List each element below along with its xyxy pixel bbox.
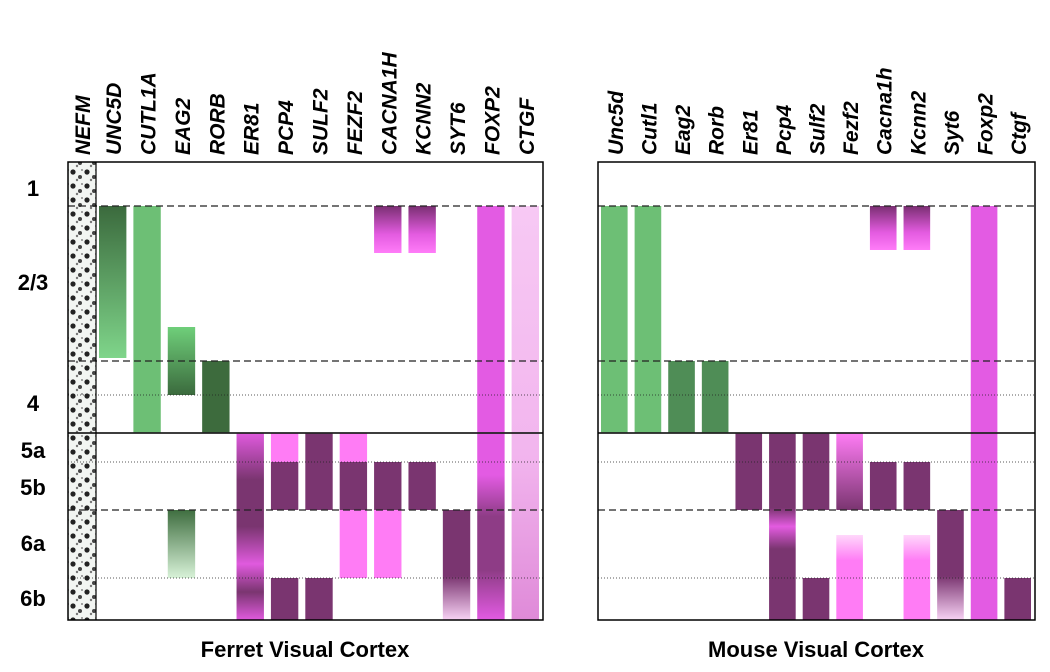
panel-title: Mouse Visual Cortex (708, 637, 925, 662)
expression-bar (305, 578, 333, 620)
expression-bar (701, 361, 729, 433)
expression-bar (668, 361, 695, 433)
expression-bar (339, 433, 368, 462)
expression-bar (634, 206, 662, 433)
frames (67, 161, 1036, 621)
expression-bar (442, 510, 471, 620)
gene-label: Pcp4 (773, 104, 796, 155)
gene-label: CTGF (516, 97, 539, 155)
expression-bar (937, 510, 964, 620)
expression-bar (802, 433, 830, 510)
expression-bar (903, 206, 931, 250)
expression-bar (869, 462, 897, 510)
expression-bar (903, 535, 931, 620)
expression-bar (374, 462, 402, 510)
layer-label: 2/3 (18, 270, 49, 295)
expression-bar (202, 361, 230, 433)
gene-label: PCP4 (275, 100, 298, 155)
gene-label: CUTL1A (138, 72, 161, 155)
gene-label: Foxp2 (975, 93, 998, 155)
gene-label: Syt6 (941, 110, 964, 155)
gene-label: SYT6 (447, 102, 470, 155)
panel-title: Ferret Visual Cortex (201, 637, 410, 662)
expression-bars (68, 162, 1031, 620)
expression-bar (903, 462, 931, 510)
expression-bar (133, 206, 161, 433)
expression-bar (836, 535, 863, 620)
gene-label: SULF2 (310, 88, 333, 155)
gene-label: Er81 (739, 109, 762, 155)
gene-label: CACNA1H (378, 51, 401, 155)
layer-label: 1 (27, 176, 39, 201)
expression-bar (167, 510, 196, 578)
expression-bar (270, 462, 299, 510)
expression-bar (769, 433, 796, 620)
gene-label: Cutl1 (638, 103, 661, 156)
gene-label: KCNN2 (413, 82, 436, 155)
gene-label: UNC5D (103, 83, 126, 155)
gene-label: EAG2 (172, 97, 195, 155)
expression-bar (236, 433, 264, 620)
expression-bar (374, 510, 402, 578)
gene-label: Rorb (706, 106, 729, 155)
expression-bar (869, 206, 897, 250)
expression-bar (408, 206, 436, 253)
gene-label: Sulf2 (807, 103, 830, 155)
gene-label: ER81 (241, 102, 264, 155)
expression-bar (270, 578, 299, 620)
gene-label: FEZF2 (344, 91, 367, 155)
expression-bar (735, 433, 763, 510)
nefm-stain (68, 162, 96, 620)
expression-bar (305, 433, 333, 510)
expression-bar (1004, 578, 1031, 620)
layer-label: 6b (20, 586, 46, 611)
layer-label: 5a (21, 438, 46, 463)
gene-label: Eag2 (672, 104, 695, 155)
expression-bar (511, 206, 539, 620)
panel-frame (67, 161, 544, 621)
expression-bar (601, 206, 628, 433)
gene-label: FOXP2 (481, 86, 504, 155)
gene-label: NEFM (72, 95, 95, 155)
gene-label: Fezf2 (840, 101, 863, 155)
layer-label: 4 (27, 391, 40, 416)
expression-bar (374, 206, 402, 253)
gene-label: Kcnn2 (907, 91, 930, 156)
gene-label: Ctgf (1008, 111, 1031, 155)
gene-label: Cacna1h (874, 67, 897, 155)
layer-label: 5b (20, 475, 46, 500)
gene-label: Unc5d (605, 90, 628, 155)
expression-bar (99, 206, 127, 358)
panel-frame (597, 161, 1036, 621)
expression-bar (970, 206, 998, 620)
expression-bar (339, 510, 368, 578)
layer-label: 6a (21, 531, 46, 556)
expression-bar (270, 433, 299, 462)
expression-bar (477, 206, 505, 620)
expression-bar (836, 433, 863, 510)
expression-bar (408, 462, 436, 510)
expression-bar (802, 578, 830, 620)
gene-label: RORB (206, 93, 229, 155)
expression-bar (339, 462, 368, 510)
